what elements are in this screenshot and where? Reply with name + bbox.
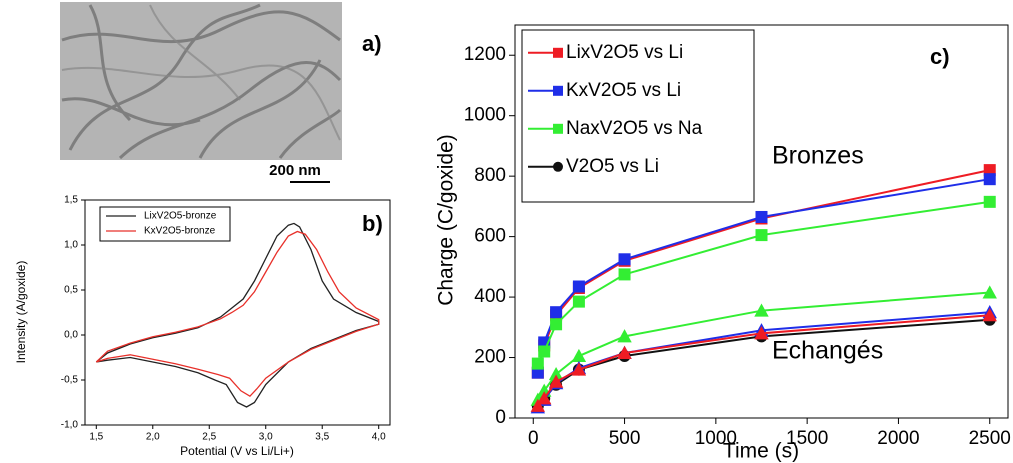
legend-label: KxV2O5-bronze (144, 226, 216, 237)
marker (983, 195, 996, 208)
y-axis-label: Intensity (A/goxide) (14, 261, 28, 364)
marker (550, 306, 563, 319)
annotation: Bronzes (772, 142, 864, 170)
y-tick-label: 0,0 (64, 330, 78, 341)
marker (983, 164, 996, 177)
y-tick-label: -1,0 (61, 420, 79, 431)
legend-box (521, 29, 755, 203)
marker (553, 85, 563, 96)
marker (553, 47, 563, 58)
marker (617, 345, 632, 360)
panel-label: c) (930, 44, 950, 69)
marker (618, 253, 631, 266)
y-tick-label: 0 (495, 407, 506, 428)
marker (531, 366, 544, 379)
marker (754, 326, 769, 340)
marker (531, 357, 544, 370)
plot-frame (84, 199, 391, 426)
y-tick-label: 1,0 (64, 240, 78, 251)
y-tick-label: 600 (474, 226, 506, 247)
marker (538, 345, 551, 358)
marker (982, 308, 997, 322)
marker (618, 268, 631, 281)
marker (754, 303, 769, 317)
marker (982, 285, 997, 299)
marker (572, 295, 585, 308)
marker (537, 391, 552, 405)
marker (553, 123, 563, 134)
x-tick-label: 500 (609, 428, 641, 449)
marker (983, 173, 996, 186)
x-tick-label: 2000 (877, 428, 919, 449)
marker (571, 348, 587, 363)
x-tick-label: 2500 (969, 428, 1011, 449)
x-tick-label: 3,5 (315, 432, 329, 443)
tem-image (60, 2, 342, 160)
marker (548, 374, 564, 388)
legend-label: KxV2O5 vs Li (566, 80, 681, 101)
legend-label: V2O5 vs Li (566, 156, 659, 177)
marker (617, 329, 632, 343)
marker (755, 229, 768, 242)
legend-label: LixV2O5-bronze (144, 211, 217, 222)
x-tick-label: 0 (528, 428, 539, 449)
panel-label: b) (362, 211, 383, 236)
panel-label: a) (362, 31, 382, 56)
y-axis-label: Charge (C/goxide) (435, 134, 458, 306)
series-line (95, 222, 380, 408)
x-axis-label: Potential (V vs Li/Li+) (180, 444, 294, 458)
y-tick-label: -0,5 (61, 375, 79, 386)
x-tick-label: 4,0 (372, 432, 386, 443)
marker (548, 366, 564, 381)
marker (755, 210, 768, 223)
x-axis-label: Time (s) (723, 440, 799, 463)
x-tick-label: 1500 (786, 428, 828, 449)
x-tick-label: 2,0 (146, 432, 160, 443)
x-tick-label: 1,5 (89, 432, 103, 443)
marker (571, 362, 587, 376)
y-tick-label: 1,5 (64, 195, 78, 206)
legend-label: NaxV2O5 vs Na (566, 118, 703, 139)
scale-bar-label: 200 nm (269, 162, 321, 179)
marker (553, 161, 563, 172)
series-line (95, 230, 380, 398)
y-tick-label: 0,5 (64, 285, 78, 296)
legend-box (99, 206, 231, 242)
y-tick-label: 200 (474, 347, 506, 368)
marker (530, 398, 546, 412)
y-tick-label: 1200 (464, 44, 506, 65)
marker (572, 280, 585, 293)
legend-label: LixV2O5 vs Li (566, 42, 683, 63)
y-tick-label: 800 (474, 165, 506, 186)
y-tick-label: 400 (474, 286, 506, 307)
annotation: Echangés (772, 337, 883, 365)
plot-frame (514, 24, 1009, 419)
x-tick-label: 3,0 (259, 432, 273, 443)
x-tick-label: 2,5 (202, 432, 216, 443)
y-tick-label: 1000 (464, 105, 506, 126)
marker (550, 318, 563, 331)
x-tick-label: 1000 (695, 428, 737, 449)
